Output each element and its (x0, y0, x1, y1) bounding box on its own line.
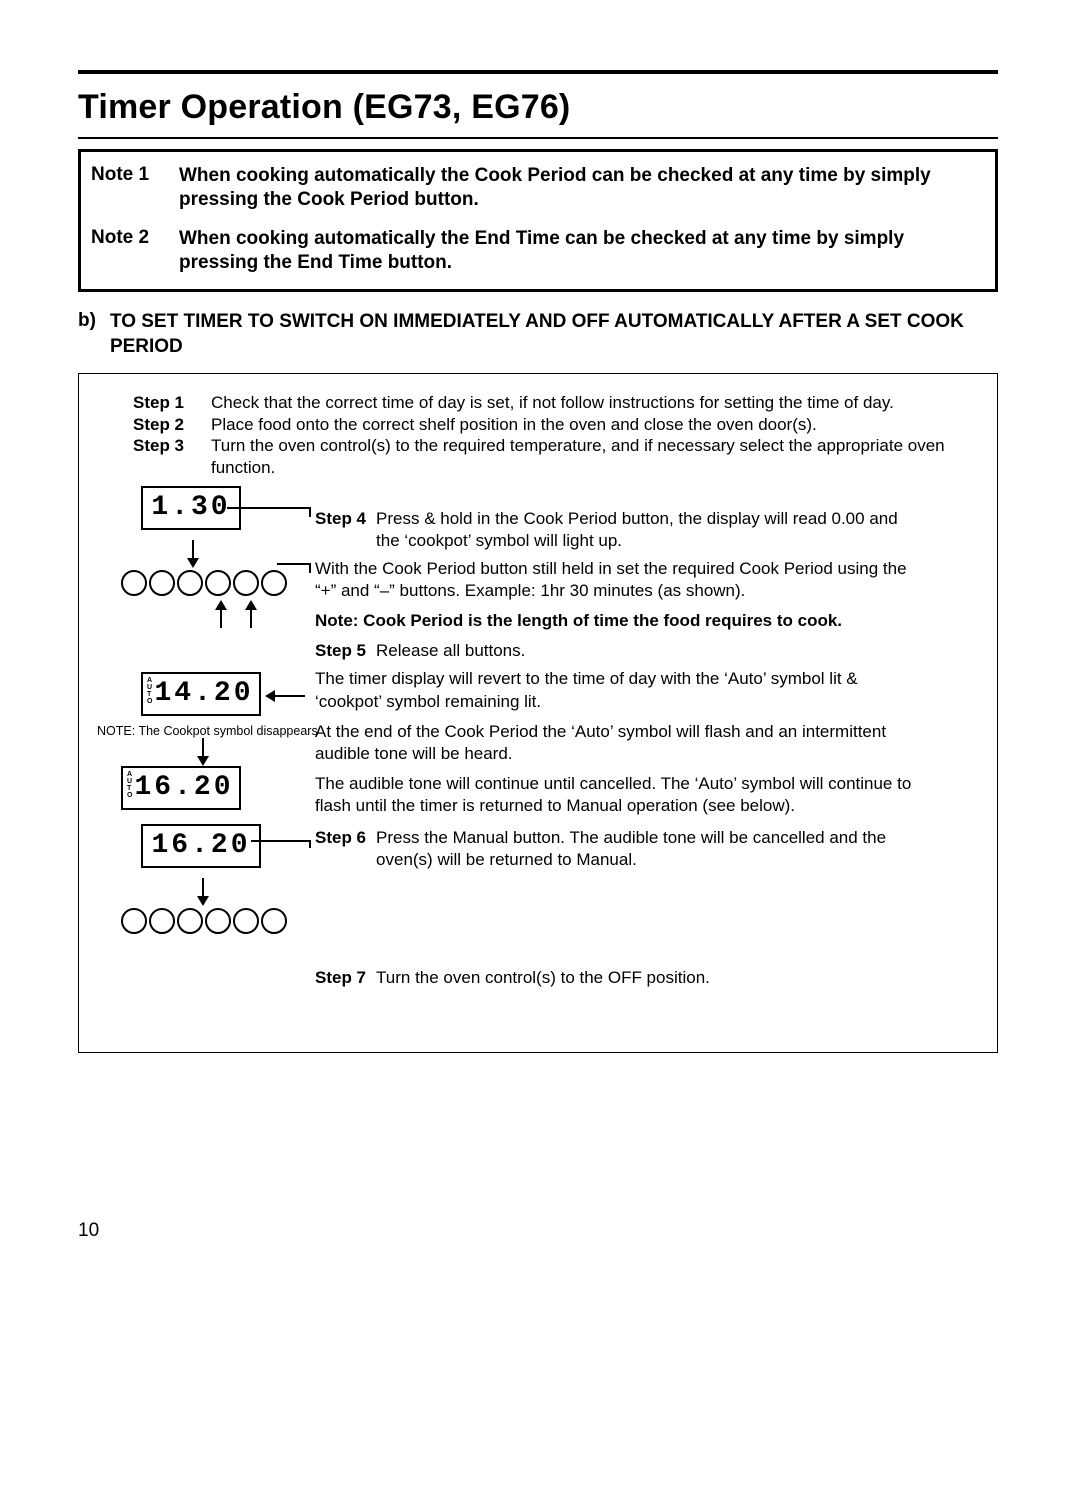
note-row: Note 1 When cooking automatically the Co… (91, 164, 981, 213)
detail-text: The timer display will revert to the tim… (315, 668, 915, 712)
arrow-left-wrap (265, 690, 275, 702)
button-row (121, 908, 307, 934)
section-heading-text: TO SET TIMER TO SWITCH ON IMMEDIATELY AN… (110, 310, 998, 359)
arrow-left-icon (265, 690, 275, 702)
step-row: Step 2 Place food onto the correct shelf… (133, 414, 983, 436)
lcd-display-3: AUTO 16.20 (121, 766, 241, 810)
note-text: When cooking automatically the End Time … (179, 227, 981, 276)
top-steps: Step 1 Check that the correct time of da… (133, 392, 983, 479)
step-label: Step 3 (133, 435, 195, 479)
auto-indicator: AUTO (127, 771, 132, 799)
step-label: Step 2 (133, 414, 195, 436)
timer-button (149, 908, 175, 934)
note-label: Note 1 (91, 164, 161, 213)
connector-line (309, 563, 311, 573)
timer-button (233, 570, 259, 596)
page-content: Timer Operation (EG73, EG76) Note 1 When… (78, 70, 998, 1053)
timer-button (177, 570, 203, 596)
timer-button (205, 570, 231, 596)
timer-button (121, 908, 147, 934)
section-heading: b) TO SET TIMER TO SWITCH ON IMMEDIATELY… (78, 310, 998, 359)
lcd-display-4: 16.20 (141, 824, 261, 868)
lcd-value: 14.20 (154, 678, 253, 709)
step-label: Step 1 (133, 392, 195, 414)
step-row: Step 7 Turn the oven control(s) to the O… (315, 967, 915, 989)
connector-line (309, 507, 311, 517)
timer-button (205, 908, 231, 934)
arrow-down-icon (187, 558, 199, 568)
lcd-display-2: AUTO 14.20 (141, 672, 261, 716)
page-title: Timer Operation (EG73, EG76) (78, 88, 998, 127)
step-label: Step 5 (315, 640, 366, 662)
step-row: Step 4 Press & hold in the Cook Period b… (315, 508, 915, 552)
title-underline (78, 137, 998, 139)
diagram-column: 1.30 AUTO 14.20 NOTE: The Cookp (97, 486, 307, 934)
step-label: Step 4 (315, 508, 366, 552)
step-row: Step 3 Turn the oven control(s) to the r… (133, 435, 983, 479)
connector-line (309, 840, 311, 848)
step-text: Turn the oven control(s) to the required… (211, 435, 983, 479)
timer-button (121, 570, 147, 596)
notes-box: Note 1 When cooking automatically the Co… (78, 149, 998, 292)
detail-column: Step 4 Press & hold in the Cook Period b… (315, 508, 915, 995)
timer-button (177, 908, 203, 934)
step-text: Press the Manual button. The audible ton… (376, 827, 915, 871)
page-number: 10 (78, 1220, 99, 1242)
timer-button (261, 570, 287, 596)
arrow-down-icon (197, 896, 209, 906)
lcd-value: 16.20 (134, 772, 233, 803)
detail-text: The audible tone will continue until can… (315, 773, 915, 817)
connector-line (251, 840, 311, 842)
arrow-up-icon (245, 600, 257, 610)
arrow-up-icon (215, 600, 227, 610)
connector-line (227, 507, 311, 509)
note-row: Note 2 When cooking automatically the En… (91, 227, 981, 276)
auto-indicator: AUTO (147, 677, 152, 705)
section-letter: b) (78, 310, 96, 359)
lcd-display-1: 1.30 (141, 486, 241, 530)
timer-button (261, 908, 287, 934)
button-row (121, 570, 307, 596)
detail-text: With the Cook Period button still held i… (315, 558, 915, 602)
top-rule (78, 70, 998, 74)
step-text: Press & hold in the Cook Period button, … (376, 508, 915, 552)
detail-text: At the end of the Cook Period the ‘Auto’… (315, 721, 915, 765)
steps-box: Step 1 Check that the correct time of da… (78, 373, 998, 1053)
cookpot-note: NOTE: The Cookpot symbol disappears (97, 724, 307, 738)
arrow-down-icon (197, 756, 209, 766)
note-text: When cooking automatically the Cook Peri… (179, 164, 981, 213)
step-row: Step 1 Check that the correct time of da… (133, 392, 983, 414)
step-text: Release all buttons. (376, 640, 915, 662)
detail-note-bold: Note: Cook Period is the length of time … (315, 610, 915, 632)
step-text: Check that the correct time of day is se… (211, 392, 983, 414)
step-text: Place food onto the correct shelf positi… (211, 414, 983, 436)
timer-button (233, 908, 259, 934)
step-label: Step 7 (315, 967, 366, 989)
step-label: Step 6 (315, 827, 366, 871)
connector-line (277, 563, 311, 565)
step-row: Step 5 Release all buttons. (315, 640, 915, 662)
timer-button (149, 570, 175, 596)
note-label: Note 2 (91, 227, 161, 276)
step-text: Turn the oven control(s) to the OFF posi… (376, 967, 915, 989)
step-row: Step 6 Press the Manual button. The audi… (315, 827, 915, 871)
